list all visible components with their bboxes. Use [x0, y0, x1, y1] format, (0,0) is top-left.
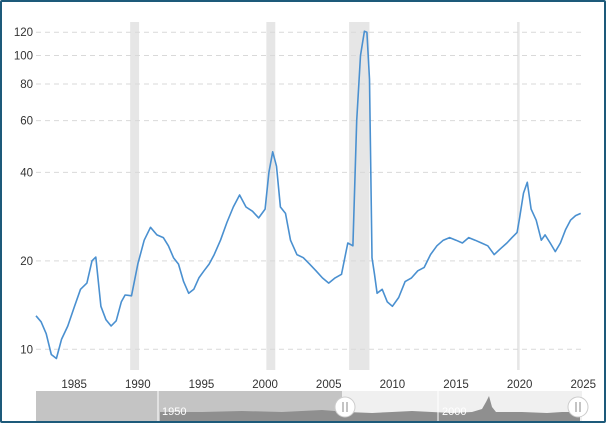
y-tick-labels: 10 20 40 60 80 100 120: [14, 27, 33, 356]
x-tick-label-2000: 2000: [252, 379, 278, 391]
range-navigator[interactable]: 1950 2000: [36, 391, 589, 421]
recession-band-3: [349, 22, 370, 370]
y-tick-label-10: 10: [20, 344, 33, 356]
y-tick-label-40: 40: [20, 167, 33, 179]
x-tick-label-2025: 2025: [570, 379, 596, 391]
navigator-right-handle[interactable]: [567, 396, 589, 418]
x-tick-label-1985: 1985: [61, 379, 87, 391]
x-tick-label-2015: 2015: [443, 379, 469, 391]
navigator-left-handle[interactable]: [334, 396, 356, 418]
x-tick-label-2005: 2005: [316, 379, 342, 391]
series-lines: [35, 30, 582, 360]
recession-band-2: [266, 22, 276, 370]
x-tick-labels: 1985 1990 1995 2000 2005 2010 2015 2020 2025: [61, 379, 596, 391]
recession-bands: [130, 22, 520, 370]
x-tick-label-2020: 2020: [507, 379, 533, 391]
series-line-1: [35, 30, 582, 360]
navigator-mini-series: [160, 396, 580, 421]
y-tick-label-120: 120: [14, 27, 33, 39]
x-tick-label-1990: 1990: [125, 379, 151, 391]
y-tick-label-80: 80: [20, 79, 33, 91]
navigator-label-2000: 2000: [442, 406, 466, 418]
recession-band-4: [517, 22, 520, 370]
navigator-label-1950: 1950: [162, 406, 186, 418]
y-gridlines: [36, 31, 582, 350]
x-tick-label-2010: 2010: [380, 379, 406, 391]
x-tick-label-1995: 1995: [189, 379, 215, 391]
y-tick-label-20: 20: [20, 256, 33, 268]
y-tick-label-100: 100: [14, 50, 33, 62]
recession-band-1: [130, 22, 140, 370]
y-tick-label-60: 60: [20, 116, 33, 128]
